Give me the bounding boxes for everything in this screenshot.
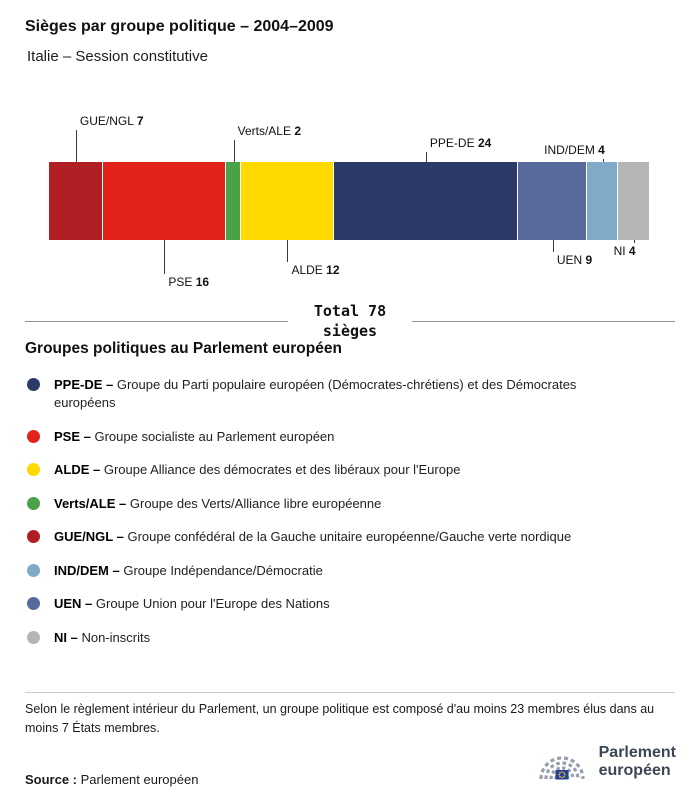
legend-item-text: NI – Non-inscrits — [54, 629, 151, 645]
bar-segment-verts-ale[interactable] — [225, 162, 242, 240]
legend-title: Groupes politiques au Parlement européen — [25, 340, 342, 357]
label-line-pse — [164, 240, 166, 274]
total-rule-left — [25, 321, 288, 322]
legend-item-text: PSE – Groupe socialiste au Parlement eur… — [54, 428, 335, 444]
bar-segment-alde[interactable] — [241, 162, 334, 240]
legend-item-uen: UEN – Groupe Union pour l'Europe des Nat… — [25, 595, 665, 613]
legend-items: PPE-DE – Groupe du Parti populaire europ… — [25, 376, 665, 647]
logo-wordmark: Parlement européen — [599, 744, 676, 780]
label-line-ppe-de — [425, 152, 427, 162]
legend-item-text: PPE-DE – Groupe du Parti populaire europ… — [54, 377, 577, 411]
bar-segment-gue-ngl[interactable] — [49, 162, 103, 240]
bar-segment-ppe-de[interactable] — [333, 162, 519, 240]
legend-dot-uen — [27, 597, 40, 611]
bar-segment-uen[interactable] — [518, 162, 588, 240]
legend-dot-ind-dem — [27, 563, 40, 577]
legend-item-ppe-de: PPE-DE – Groupe du Parti populaire europ… — [25, 376, 665, 413]
legend-item-text: ALDE – Groupe Alliance des démocrates et… — [54, 462, 461, 478]
logo-line1: Parlement — [598, 744, 676, 762]
legend-item-text: UEN – Groupe Union pour l'Europe des Nat… — [54, 596, 330, 612]
page-subtitle: Italie – Session constitutive — [27, 48, 208, 65]
legend-item-alde: ALDE – Groupe Alliance des démocrates et… — [25, 461, 665, 479]
page-title: Sièges par groupe politique – 2004–2009 — [25, 18, 334, 35]
hemicycle-icon — [539, 756, 585, 780]
total-line2: sièges — [322, 321, 378, 340]
bar-label-ind-dem: IND/DEM 4 — [544, 143, 605, 157]
legend-dot-pse — [27, 429, 40, 443]
legend-item-ind-dem: IND/DEM – Groupe Indépendance/Démocratie — [25, 562, 665, 580]
bar-label-gue-ngl: GUE/NGL 7 — [79, 114, 144, 128]
total-seats-label: Total 78 sièges — [288, 302, 412, 341]
label-line-ind-dem — [602, 159, 604, 162]
legend: Groupes politiques au Parlement européen… — [25, 340, 665, 662]
label-line-gue-ngl — [75, 130, 77, 162]
label-line-ni — [633, 240, 635, 243]
bar-segment-ind-dem[interactable] — [587, 162, 619, 240]
label-line-uen — [552, 240, 554, 252]
legend-dot-verts-ale — [27, 496, 40, 510]
source-label: Source : — [25, 772, 78, 787]
footer-divider — [25, 692, 675, 693]
bar-label-pse: PSE 16 — [168, 275, 210, 289]
footnote: Selon le règlement intérieur du Parlemen… — [25, 702, 655, 736]
bar-label-alde: ALDE 12 — [291, 263, 340, 277]
legend-dot-gue-ngl — [27, 530, 40, 544]
legend-item-verts-ale: Verts/ALE – Groupe des Verts/Alliance li… — [25, 495, 665, 513]
source-line: Source : Parlement européen — [25, 772, 198, 787]
legend-item-text: IND/DEM – Groupe Indépendance/Démocratie — [54, 562, 323, 578]
eu-parliament-logo: Parlement européen — [535, 740, 676, 784]
legend-item-text: GUE/NGL – Groupe confédéral de la Gauche… — [54, 529, 572, 545]
bar-label-ni: NI 4 — [613, 244, 636, 258]
total-rule-right — [412, 321, 675, 322]
bar-segment-ni[interactable] — [618, 162, 649, 240]
bar-label-ppe-de: PPE-DE 24 — [429, 136, 492, 150]
label-line-verts-ale — [233, 140, 235, 162]
legend-dot-ni — [27, 630, 40, 644]
bar-label-uen: UEN 9 — [556, 253, 593, 267]
bar-label-verts-ale: Verts/ALE 2 — [237, 124, 301, 138]
stacked-bar — [49, 162, 649, 240]
label-line-alde — [287, 240, 289, 262]
logo-line2: européen — [598, 762, 671, 779]
legend-item-ni: NI – Non-inscrits — [25, 629, 665, 647]
legend-item-text: Verts/ALE – Groupe des Verts/Alliance li… — [54, 495, 382, 511]
eu-flag-icon — [555, 770, 569, 780]
total-seats-block: Total 78 sièges — [25, 302, 675, 341]
legend-dot-alde — [27, 463, 40, 477]
legend-item-pse: PSE – Groupe socialiste au Parlement eur… — [25, 428, 665, 446]
legend-dot-ppe-de — [27, 378, 40, 391]
legend-item-gue-ngl: GUE/NGL – Groupe confédéral de la Gauche… — [25, 528, 665, 546]
total-line1: Total 78 — [313, 302, 387, 320]
bar-segment-pse[interactable] — [102, 162, 226, 240]
source-text: Parlement européen — [80, 772, 199, 787]
